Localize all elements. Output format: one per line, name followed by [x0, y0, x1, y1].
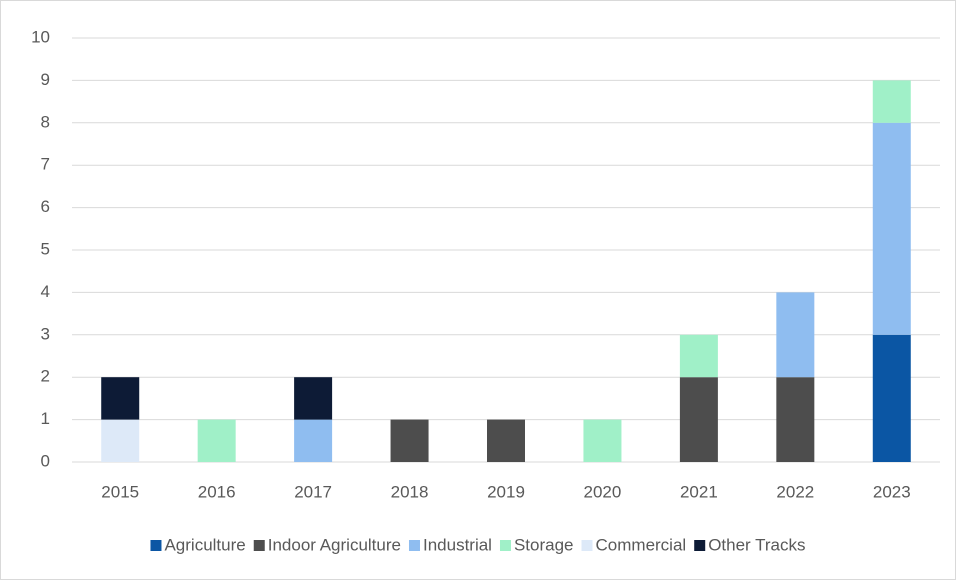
legend-swatch: [694, 540, 706, 551]
y-tick-label: 1: [41, 409, 50, 428]
bar-segment: [776, 377, 815, 462]
bar-segment: [679, 334, 718, 378]
bar-segment: [390, 419, 429, 462]
bar-segment: [872, 80, 911, 123]
x-tick-label: 2020: [584, 482, 622, 501]
bar-segment: [294, 419, 333, 462]
y-tick-label: 3: [41, 324, 50, 343]
y-tick-label: 6: [41, 197, 50, 216]
legend-label: Other Tracks: [708, 535, 805, 554]
x-tick-label: 2022: [776, 482, 814, 501]
x-tick-label: 2018: [391, 482, 429, 501]
bar-segment: [197, 419, 236, 462]
legend-swatch: [150, 540, 162, 551]
legend-swatch: [253, 540, 265, 551]
x-tick-label: 2015: [101, 482, 139, 501]
bar-segment: [872, 122, 911, 335]
x-tick-label: 2016: [198, 482, 236, 501]
legend-label: Commercial: [596, 535, 687, 554]
y-tick-label: 7: [41, 155, 50, 174]
y-tick-label: 8: [41, 112, 50, 131]
legend-swatch: [581, 540, 593, 551]
bar-segment: [583, 419, 622, 462]
y-tick-label: 5: [41, 239, 50, 258]
x-tick-label: 2023: [873, 482, 911, 501]
x-tick-label: 2021: [680, 482, 718, 501]
legend-label: Agriculture: [164, 535, 245, 554]
bar-segment: [872, 334, 911, 462]
legend-label: Indoor Agriculture: [268, 535, 401, 554]
legend-label: Industrial: [423, 535, 492, 554]
bar-segment: [487, 419, 525, 462]
y-tick-label: 9: [41, 70, 50, 89]
bar-segment: [294, 377, 333, 420]
bar-segment: [776, 292, 815, 378]
bar-segment: [679, 377, 718, 462]
bar-segment: [101, 419, 140, 462]
y-tick-label: 4: [41, 282, 50, 301]
legend-swatch: [499, 540, 511, 551]
y-tick-label: 0: [41, 451, 50, 470]
legend-swatch: [408, 540, 420, 551]
legend-label: Storage: [514, 535, 574, 554]
x-tick-label: 2019: [487, 482, 525, 501]
y-tick-label: 10: [31, 27, 50, 46]
y-tick-label: 2: [41, 367, 50, 386]
x-tick-label: 2017: [294, 482, 332, 501]
bar-segment: [101, 377, 140, 420]
